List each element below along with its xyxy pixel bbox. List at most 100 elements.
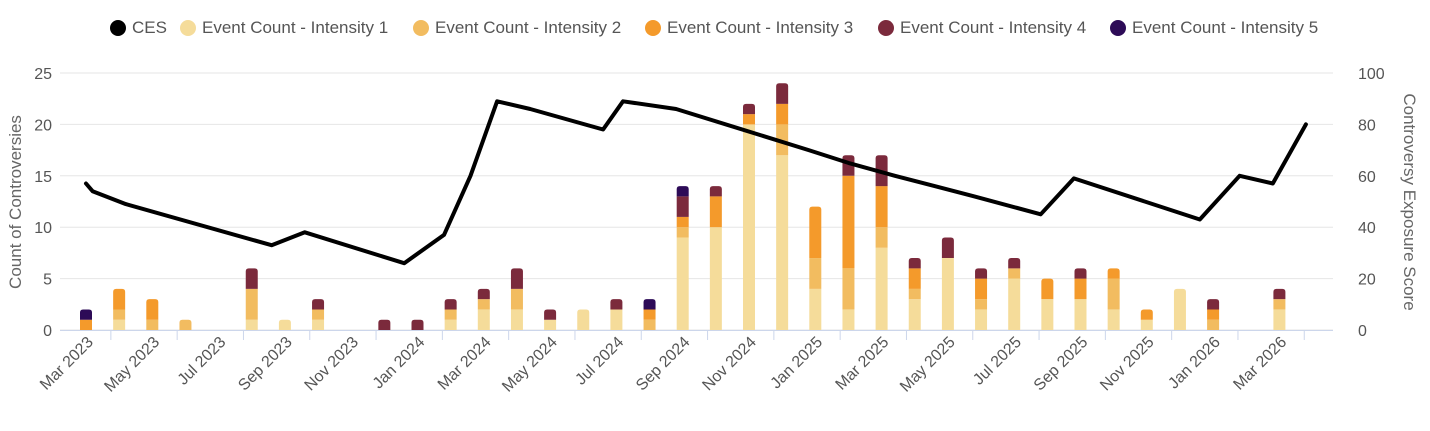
legend-item-intensity-4[interactable]: Event Count - Intensity 4 bbox=[878, 18, 1086, 38]
legend-label: Event Count - Intensity 1 bbox=[202, 18, 389, 37]
bar-segment[interactable] bbox=[875, 227, 888, 248]
bar-segment[interactable] bbox=[444, 319, 457, 330]
bar-segment[interactable] bbox=[842, 175, 855, 269]
bar-segment[interactable] bbox=[411, 319, 424, 330]
bar-segment[interactable] bbox=[1207, 309, 1220, 320]
bar-segment[interactable] bbox=[1008, 278, 1021, 330]
bar-segment[interactable] bbox=[544, 309, 557, 320]
x-tick-label: Mar 2024 bbox=[435, 334, 495, 394]
bar-segment[interactable] bbox=[975, 309, 988, 330]
legend-item-intensity-5[interactable]: Event Count - Intensity 5 bbox=[1110, 18, 1318, 38]
bar-segment[interactable] bbox=[842, 268, 855, 310]
bar-segment[interactable] bbox=[842, 309, 855, 330]
bar-segment[interactable] bbox=[1074, 278, 1087, 300]
bar-segment[interactable] bbox=[477, 299, 490, 310]
bar-segment[interactable] bbox=[610, 299, 623, 310]
bar-segment[interactable] bbox=[80, 309, 92, 320]
bar-segment[interactable] bbox=[179, 319, 192, 330]
bar-segment[interactable] bbox=[1273, 299, 1286, 310]
bar-segment[interactable] bbox=[444, 309, 457, 320]
bar-segment[interactable] bbox=[510, 288, 523, 310]
x-tick-label: Jan 2025 bbox=[768, 334, 827, 393]
bar-segment[interactable] bbox=[1107, 268, 1120, 279]
bar-segment[interactable] bbox=[1273, 288, 1286, 300]
bar-segment[interactable] bbox=[1008, 268, 1021, 279]
bar-segment[interactable] bbox=[776, 155, 789, 330]
bar-segment[interactable] bbox=[278, 319, 291, 330]
bar-segment[interactable] bbox=[312, 309, 325, 320]
x-tick-label: Nov 2024 bbox=[699, 334, 760, 395]
x-tick-label: Sep 2023 bbox=[235, 334, 296, 395]
bar-segment[interactable] bbox=[245, 319, 258, 330]
bar-segment[interactable] bbox=[975, 299, 988, 310]
bar-segment[interactable] bbox=[477, 288, 490, 300]
bar-segment[interactable] bbox=[146, 299, 159, 320]
bar-segment[interactable] bbox=[1008, 258, 1021, 269]
bar-segment[interactable] bbox=[80, 319, 92, 330]
bar-segment[interactable] bbox=[875, 186, 888, 228]
bar-segment[interactable] bbox=[875, 247, 888, 330]
bar-segment[interactable] bbox=[975, 268, 988, 279]
x-tick-label: Mar 2023 bbox=[37, 334, 97, 394]
bar-segment[interactable] bbox=[908, 258, 921, 269]
bar-segment[interactable] bbox=[1273, 309, 1286, 330]
legend-item-intensity-3[interactable]: Event Count - Intensity 3 bbox=[645, 18, 853, 38]
bar-segment[interactable] bbox=[908, 288, 921, 300]
bar-segment[interactable] bbox=[1107, 278, 1120, 310]
bar-segment[interactable] bbox=[776, 83, 789, 104]
bar-segment[interactable] bbox=[676, 186, 689, 197]
bar-segment[interactable] bbox=[477, 309, 490, 330]
bar-segment[interactable] bbox=[1074, 299, 1087, 330]
bar-segment[interactable] bbox=[676, 196, 689, 217]
bar-segment[interactable] bbox=[709, 196, 722, 228]
bar-segment[interactable] bbox=[1140, 309, 1153, 320]
bar-segment[interactable] bbox=[743, 103, 755, 115]
bar-segment[interactable] bbox=[510, 268, 523, 289]
bar-segment[interactable] bbox=[809, 258, 822, 289]
legend-item-intensity-1[interactable]: Event Count - Intensity 1 bbox=[180, 18, 388, 38]
bar-segment[interactable] bbox=[312, 299, 325, 310]
bar-segment[interactable] bbox=[809, 288, 822, 330]
bar-segment[interactable] bbox=[510, 309, 523, 330]
bar-segment[interactable] bbox=[1173, 288, 1186, 330]
bar-segment[interactable] bbox=[544, 319, 557, 330]
bar-segment[interactable] bbox=[975, 278, 988, 300]
bar-segment[interactable] bbox=[776, 103, 789, 125]
bar-segment[interactable] bbox=[1107, 309, 1120, 330]
bar-segment[interactable] bbox=[312, 319, 325, 330]
bar-segment[interactable] bbox=[743, 124, 755, 331]
bar-segment[interactable] bbox=[1041, 278, 1054, 300]
bar-segment[interactable] bbox=[643, 309, 656, 320]
bar-segment[interactable] bbox=[1140, 319, 1153, 330]
legend-item-ces[interactable]: CES bbox=[110, 18, 167, 38]
bar-segment[interactable] bbox=[643, 299, 656, 310]
bar-segment[interactable] bbox=[444, 299, 457, 310]
bar-segment[interactable] bbox=[1041, 299, 1054, 330]
bar-segment[interactable] bbox=[643, 319, 656, 330]
bar-segment[interactable] bbox=[743, 114, 755, 125]
bar-segment[interactable] bbox=[245, 268, 258, 289]
bar-segment[interactable] bbox=[146, 319, 159, 330]
bar-segment[interactable] bbox=[245, 288, 258, 320]
bar-segment[interactable] bbox=[941, 237, 954, 259]
bar-segment[interactable] bbox=[378, 319, 391, 330]
bar-segment[interactable] bbox=[908, 299, 921, 330]
bar-segment[interactable] bbox=[908, 268, 921, 289]
ces-line[interactable] bbox=[84, 99, 1308, 266]
bar-segment[interactable] bbox=[676, 216, 689, 228]
bar-segment[interactable] bbox=[676, 227, 689, 238]
bar-segment[interactable] bbox=[610, 309, 623, 330]
bar-segment[interactable] bbox=[676, 237, 689, 330]
bar-segment[interactable] bbox=[709, 227, 722, 330]
bar-segment[interactable] bbox=[113, 288, 126, 310]
bar-segment[interactable] bbox=[1207, 319, 1220, 330]
bar-segment[interactable] bbox=[1207, 299, 1220, 310]
bar-segment[interactable] bbox=[809, 206, 822, 259]
bar-segment[interactable] bbox=[113, 309, 126, 320]
legend-item-intensity-2[interactable]: Event Count - Intensity 2 bbox=[413, 18, 621, 38]
bar-segment[interactable] bbox=[709, 186, 722, 197]
bar-segment[interactable] bbox=[113, 319, 126, 330]
bar-segment[interactable] bbox=[577, 309, 590, 330]
bar-segment[interactable] bbox=[941, 258, 954, 330]
bar-segment[interactable] bbox=[1074, 268, 1087, 279]
